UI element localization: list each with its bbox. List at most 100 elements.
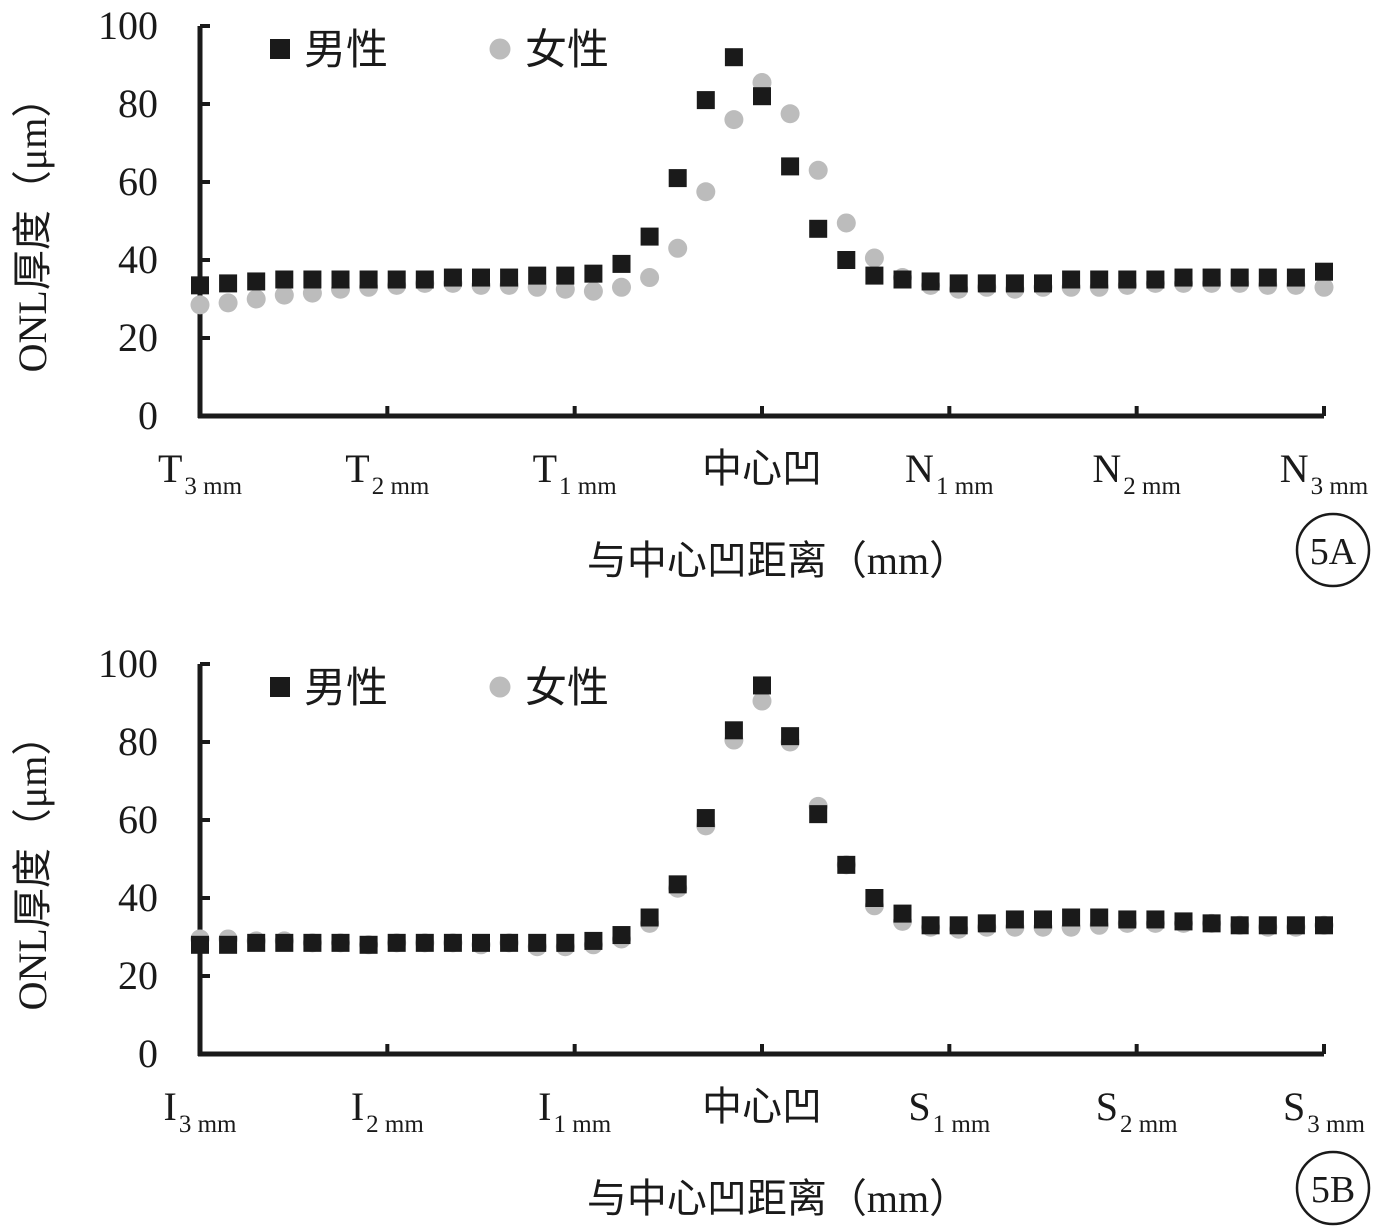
x-tick-label: I1 mm — [538, 1084, 612, 1138]
x-tick-label-main: I — [351, 1084, 364, 1129]
x-tick-label-sub: 2 mm — [372, 473, 430, 500]
data-point-female — [612, 277, 631, 297]
data-point-female — [864, 248, 884, 268]
data-point-male — [219, 935, 238, 954]
data-point-male — [443, 268, 462, 287]
x-tick-label-main: T — [533, 446, 557, 491]
data-point-male — [1230, 268, 1249, 287]
data-point-male — [275, 270, 294, 289]
data-point-male — [977, 914, 996, 933]
data-point-male — [977, 274, 996, 293]
legend-female-label: 女性 — [525, 27, 609, 74]
x-axis-title: 与中心凹距离（mm） — [587, 538, 969, 583]
data-point-male — [753, 676, 771, 695]
x-tick-label-main: I — [538, 1084, 551, 1129]
x-tick-label: N2 mm — [1092, 446, 1181, 500]
x-tick-label: 中心凹 — [702, 1084, 822, 1129]
data-point-male — [1315, 262, 1333, 281]
data-point-male — [247, 272, 266, 291]
x-tick-label-main: N — [1280, 446, 1309, 491]
legend-male-marker — [270, 677, 290, 697]
data-point-female — [808, 160, 828, 180]
data-point-female — [668, 238, 688, 258]
x-tick-label-main: S — [908, 1084, 930, 1129]
y-axis-title: ONL厚度（μm） — [10, 716, 55, 1011]
data-point-male — [781, 157, 800, 176]
x-tick-label: I2 mm — [351, 1084, 425, 1138]
data-point-female — [836, 213, 856, 233]
data-point-male — [1202, 914, 1221, 933]
data-point-male — [1174, 268, 1193, 287]
x-tick-label-sub: 2 mm — [366, 1111, 424, 1138]
y-tick-label: 0 — [138, 393, 158, 438]
x-tick-label-sub: 1 mm — [933, 1111, 991, 1138]
data-point-female — [583, 281, 603, 301]
data-point-male — [640, 227, 659, 246]
data-point-female — [752, 691, 772, 711]
y-tick-label: 80 — [118, 719, 158, 764]
y-tick-label: 100 — [98, 3, 158, 48]
data-point-male — [1034, 274, 1052, 293]
data-point-male — [724, 48, 743, 67]
data-point-male — [584, 931, 603, 950]
x-tick-label: T3 mm — [158, 446, 243, 500]
data-point-female — [724, 110, 744, 130]
x-tick-label: T1 mm — [533, 446, 618, 500]
x-tick-label-main: N — [1092, 446, 1121, 491]
legend-female-marker — [489, 676, 511, 698]
data-point-male — [696, 91, 715, 110]
y-tick-label: 80 — [118, 81, 158, 126]
data-point-male — [387, 270, 406, 289]
data-point-male — [1202, 268, 1221, 287]
data-point-male — [1174, 912, 1193, 931]
data-point-male — [191, 935, 209, 954]
x-tick-label: T2 mm — [345, 446, 430, 500]
data-point-male — [415, 933, 434, 952]
data-point-female — [640, 268, 660, 288]
data-point-male — [1034, 910, 1052, 929]
data-point-female — [274, 285, 294, 305]
data-point-male — [949, 916, 968, 935]
data-point-male — [612, 926, 631, 945]
data-point-male — [584, 264, 603, 283]
x-tick-label-sub: 2 mm — [1123, 473, 1181, 500]
x-tick-label-sub: 3 mm — [1307, 1111, 1365, 1138]
data-point-male — [1090, 270, 1109, 289]
data-point-male — [1230, 916, 1249, 935]
legend-male-label: 男性 — [304, 666, 388, 712]
data-point-male — [331, 270, 350, 289]
data-point-male — [1258, 268, 1277, 287]
data-point-male — [443, 933, 462, 952]
x-tick-label: S3 mm — [1283, 1084, 1365, 1138]
y-tick-label: 20 — [118, 953, 158, 998]
legend: 男性 女性 — [270, 665, 609, 712]
data-point-male — [472, 268, 490, 287]
data-point-male — [359, 935, 378, 954]
x-tick-label-main: T — [345, 446, 369, 491]
data-point-male — [1005, 274, 1024, 293]
legend: 男性 女性 — [270, 27, 609, 74]
x-tick-label-sub: 2 mm — [1120, 1111, 1178, 1138]
x-tick-label-main: S — [1283, 1084, 1305, 1129]
legend-male-label: 男性 — [304, 28, 388, 74]
data-point-male — [275, 933, 294, 952]
data-point-male — [1005, 910, 1024, 929]
data-point-male — [696, 809, 715, 828]
data-point-male — [781, 727, 800, 746]
x-tick-label: N1 mm — [905, 446, 994, 500]
badge-circle — [1295, 512, 1371, 588]
x-tick-label-main: T — [158, 446, 182, 491]
x-tick-label: N3 mm — [1280, 446, 1369, 500]
y-axis-title: ONL厚度（μm） — [10, 78, 55, 373]
legend-male-marker — [270, 39, 290, 59]
x-tick-label: I3 mm — [164, 1084, 238, 1138]
x-tick-label: S2 mm — [1096, 1084, 1178, 1138]
data-point-male — [1315, 916, 1333, 935]
x-tick-label-sub: 1 mm — [554, 1111, 612, 1138]
data-point-male — [1286, 268, 1305, 287]
series-male — [191, 48, 1333, 295]
data-point-female — [780, 104, 800, 124]
